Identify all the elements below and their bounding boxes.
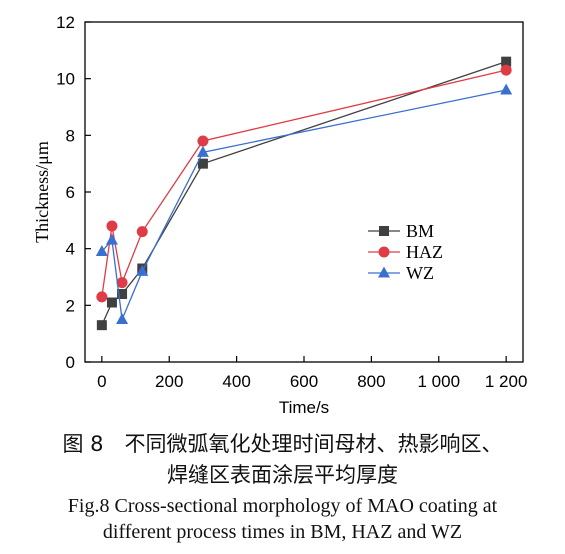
x-tick-label: 800: [357, 372, 385, 391]
x-tick-label: 400: [222, 372, 250, 391]
data-point-haz: [96, 291, 108, 303]
series-line-wz: [101, 89, 507, 322]
x-tick-label: 0: [97, 372, 106, 391]
x-axis: 0 200 400 600 800 1 000 1 200: [97, 356, 527, 391]
figure-caption-en-line1: Fig.8 Cross-sectional morphology of MAO …: [67, 495, 498, 517]
x-tick-label: 200: [155, 372, 183, 391]
legend-marker: [378, 266, 390, 278]
legend-item-haz: HAZ: [368, 242, 443, 262]
data-point-bm: [96, 320, 107, 331]
y-tick-label: 12: [56, 13, 75, 32]
legend-item-wz: WZ: [368, 263, 434, 283]
legend-label: HAZ: [406, 242, 443, 262]
legend-label: BM: [406, 221, 434, 241]
series-bm: [96, 56, 512, 331]
data-point-haz: [500, 64, 512, 76]
data-point-wz: [116, 313, 129, 324]
x-tick-label: 600: [290, 372, 318, 391]
y-tick-label: 10: [56, 70, 75, 89]
y-tick-label: 2: [66, 296, 75, 315]
series-line-haz: [101, 69, 507, 297]
thickness-chart: 0 200 400 600 800 1 000 1 200 0 2 4 6 8 10 12 Time/s…: [32, 13, 527, 417]
y-axis: 0 2 4 6 8 10 12: [56, 13, 91, 372]
legend-marker: [378, 246, 390, 258]
data-point-wz: [136, 264, 149, 276]
data-point-haz: [116, 277, 128, 289]
series-line-bm: [101, 61, 507, 326]
y-tick-label: 4: [66, 240, 75, 259]
plot-frame: [84, 21, 524, 363]
legend-marker: [379, 226, 389, 236]
series-haz: [96, 64, 512, 303]
data-point-wz: [196, 145, 209, 157]
x-axis-label: Time/s: [279, 398, 329, 417]
data-point-wz: [95, 245, 108, 256]
y-tick-label: 0: [66, 353, 75, 372]
data-point-haz: [106, 220, 118, 232]
data-point-haz: [197, 135, 209, 147]
series-layer: [95, 56, 513, 331]
figure-caption-cn-line1: 图 8 不同微弧氧化处理时间母材、热影响区、: [62, 432, 503, 456]
data-point-bm: [106, 297, 117, 308]
data-point-haz: [136, 226, 148, 238]
y-axis-label: Thickness/μm: [32, 141, 52, 243]
legend-item-bm: BM: [368, 221, 434, 241]
x-tick-label: 1 200: [485, 372, 528, 391]
x-tick-label: 1 000: [417, 372, 460, 391]
data-point-wz: [105, 233, 118, 245]
data-point-wz: [500, 83, 513, 95]
figure-caption-en-line2: different process times in BM, HAZ and W…: [102, 521, 463, 543]
data-point-bm: [197, 158, 208, 169]
legend-label: WZ: [406, 263, 434, 283]
figure-caption-cn-line2: 焊缝区表面涂层平均厚度: [167, 463, 398, 487]
y-tick-label: 8: [66, 126, 75, 145]
series-wz: [95, 83, 513, 324]
data-point-bm: [501, 56, 512, 67]
y-tick-label: 6: [66, 183, 75, 202]
data-point-bm: [117, 289, 128, 299]
